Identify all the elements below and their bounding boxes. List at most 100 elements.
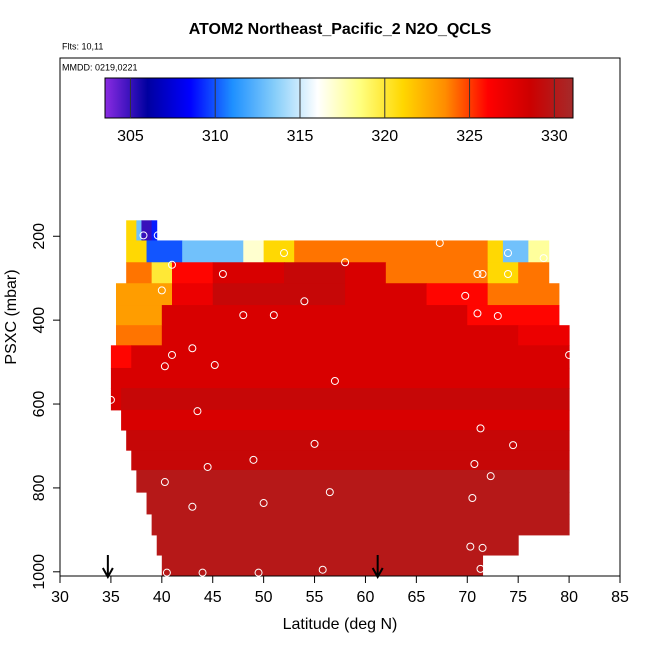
colorbar-tick-label: 325: [456, 128, 483, 145]
observation-point: [168, 260, 176, 269]
heat-cell: [136, 220, 142, 241]
heat-cell: [126, 430, 570, 451]
heatmap: [110, 220, 570, 577]
colorbar-tick-label: 315: [287, 128, 314, 145]
heat-cell: [502, 240, 529, 263]
flight-marker: [371, 555, 384, 580]
x-tick-label: 70: [458, 589, 476, 606]
x-tick-label: 60: [357, 589, 375, 606]
x-tick-label: 30: [51, 589, 69, 606]
x-tick-label: 55: [306, 589, 324, 606]
heat-cell: [121, 409, 570, 431]
heat-cell: [518, 325, 570, 346]
x-tick-label: 50: [255, 589, 273, 606]
y-tick-label: 600: [31, 391, 48, 418]
heat-cell: [151, 262, 173, 284]
observation-point: [300, 297, 309, 306]
observation-point: [468, 493, 477, 502]
chart-title: ATOM2 Northeast_Pacific_2 N2O_QCLS: [189, 21, 492, 38]
observation-point: [473, 270, 482, 279]
heat-cell: [131, 450, 570, 471]
heat-cell: [172, 283, 214, 306]
heat-cell: [172, 262, 214, 284]
y-tick-label: 200: [31, 223, 48, 250]
colorbar: [104, 77, 574, 119]
heat-cell: [426, 283, 489, 306]
heat-cell: [146, 240, 183, 263]
heat-cell: [110, 345, 132, 369]
observation-point: [188, 502, 197, 511]
observation-point: [435, 238, 444, 247]
heat-cell: [212, 262, 285, 284]
observation-point: [218, 270, 227, 279]
observation-point: [318, 565, 327, 574]
observation-point: [249, 455, 258, 464]
observation-point: [160, 478, 169, 487]
y-tick-label: 1000: [31, 554, 48, 590]
observation-point: [476, 424, 485, 433]
heat-cell: [161, 305, 468, 326]
y-tick-label: 800: [31, 474, 48, 501]
heat-cell: [528, 240, 550, 263]
observation-point: [493, 311, 502, 320]
observation-point: [269, 311, 278, 320]
x-tick-label: 35: [102, 589, 120, 606]
heat-cell: [116, 305, 163, 326]
heat-cell: [146, 492, 570, 515]
observation-point: [203, 462, 212, 471]
heat-cell: [121, 388, 570, 411]
observation-point: [504, 270, 512, 279]
heat-cell: [126, 262, 153, 284]
observation-point: [539, 254, 548, 263]
observation-point: [153, 231, 162, 240]
observation-point: [210, 361, 219, 370]
observation-point: [162, 568, 171, 577]
heat-cell: [518, 262, 550, 284]
observation-point: [486, 472, 495, 481]
plot-frame: [59, 57, 621, 577]
heat-cell: [161, 325, 519, 346]
x-tick-label: 85: [611, 589, 629, 606]
y-tick-label: 400: [31, 307, 48, 334]
heat-cell: [385, 262, 489, 284]
colorbar-tick-label: 330: [541, 128, 568, 145]
observation-point: [325, 488, 334, 497]
heat-cell: [110, 367, 570, 389]
heat-cell: [345, 262, 387, 284]
observation-point: [461, 291, 470, 300]
heat-cell: [151, 220, 158, 241]
observation-point: [157, 286, 166, 295]
heat-cell: [131, 345, 570, 369]
observation-point: [259, 499, 268, 508]
heat-cell: [487, 240, 504, 263]
heat-cell: [263, 240, 295, 263]
observation-point: [198, 568, 207, 577]
observation-point: [476, 564, 485, 573]
observation-point: [188, 344, 197, 353]
observation-point: [160, 362, 169, 371]
observation-point: [466, 542, 475, 551]
heat-cell: [151, 513, 570, 536]
colorbar-tick-label: 310: [202, 128, 229, 145]
observation-point: [310, 439, 319, 448]
observation-point: [478, 270, 487, 279]
x-axis-label: Latitude (deg N): [283, 616, 398, 633]
heat-cell: [156, 534, 519, 556]
observation-point: [341, 258, 350, 267]
x-tick-label: 75: [509, 589, 527, 606]
observation-point: [254, 568, 263, 577]
subtitle: Flts: 10,11: [62, 41, 103, 51]
colorbar-tick-label: 320: [371, 128, 398, 145]
heat-cell: [243, 240, 265, 263]
observation-point: [570, 514, 579, 523]
x-tick-label: 40: [153, 589, 171, 606]
x-tick-label: 80: [560, 589, 578, 606]
heat-cell: [345, 283, 428, 306]
observation-point: [470, 460, 479, 469]
heat-cell: [294, 240, 489, 263]
heat-cell: [116, 283, 173, 306]
heat-cell: [116, 325, 163, 346]
heat-cell: [467, 305, 560, 326]
heat-cell: [110, 388, 122, 411]
